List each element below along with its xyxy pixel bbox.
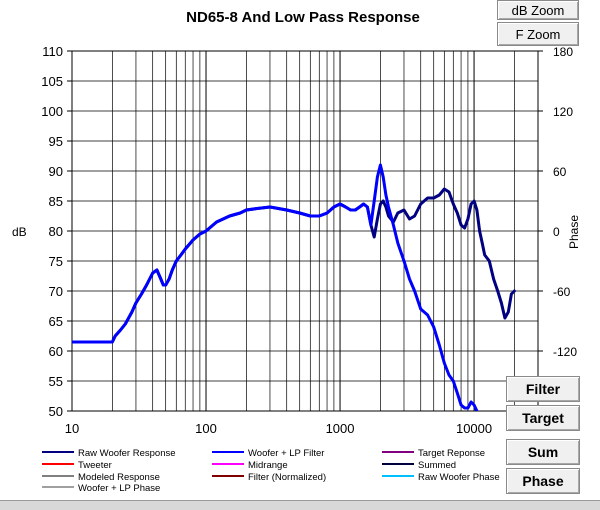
y2-tick-label: 120 xyxy=(553,105,573,119)
db-zoom-button[interactable]: dB Zoom xyxy=(497,0,579,20)
x-tick-label: 100 xyxy=(195,421,217,436)
legend-label: Woofer + LP Phase xyxy=(78,483,160,494)
legend-label: Raw Woofer Phase xyxy=(418,472,500,483)
y-tick-label: 85 xyxy=(49,194,63,209)
y-tick-label: 80 xyxy=(49,224,63,239)
legend-label: Modeled Response xyxy=(78,472,160,483)
x-tick-label: 1000 xyxy=(326,421,355,436)
y-tick-label: 65 xyxy=(49,314,63,329)
y2-tick-label: 0 xyxy=(553,225,560,239)
sum-button[interactable]: Sum xyxy=(506,439,580,465)
y-tick-label: 70 xyxy=(49,284,63,299)
chart-title: ND65-8 And Low Pass Response xyxy=(186,9,420,26)
y2-axis-label: Phase xyxy=(567,215,581,249)
phase-button[interactable]: Phase xyxy=(506,468,580,494)
y-tick-label: 105 xyxy=(41,74,63,89)
y-axis-label: dB xyxy=(12,225,27,239)
y-tick-label: 55 xyxy=(49,374,63,389)
y2-tick-label: 180 xyxy=(553,45,573,59)
y-tick-label: 95 xyxy=(49,134,63,149)
y-tick-label: 90 xyxy=(49,164,63,179)
x-tick-label: 10000 xyxy=(456,421,492,436)
x-tick-label: 10 xyxy=(65,421,79,436)
y-tick-label: 110 xyxy=(42,44,63,59)
status-bar xyxy=(0,500,600,510)
legend: Raw Woofer Response Woofer + LP Filter Tar… xyxy=(42,448,500,494)
y-tick-label: 100 xyxy=(41,104,63,119)
legend-label: Raw Woofer Response xyxy=(78,448,176,459)
target-button[interactable]: Target xyxy=(506,405,580,431)
y2-tick-label: 60 xyxy=(553,165,567,179)
y-tick-label: 75 xyxy=(49,254,63,269)
legend-label: Midrange xyxy=(248,460,288,471)
legend-label: Summed xyxy=(418,460,456,471)
f-zoom-button[interactable]: F Zoom xyxy=(497,22,579,46)
legend-label: Woofer + LP Filter xyxy=(248,448,324,459)
legend-label: Tweeter xyxy=(78,460,112,471)
legend-label: Target Reponse xyxy=(418,448,485,459)
y-tick-label: 60 xyxy=(49,344,63,359)
filter-button[interactable]: Filter xyxy=(506,376,580,402)
series-line-woofer_lp xyxy=(72,163,479,411)
plot-grid xyxy=(71,50,539,412)
legend-label: Filter (Normalized) xyxy=(248,472,326,483)
y-tick-label: 50 xyxy=(49,404,63,419)
y2-tick-label: -60 xyxy=(553,285,571,299)
axes: 50 55 60 65 70 75 80 85 90 95 100 105 110 -120 -60 0 60 1… xyxy=(41,44,577,436)
series-layer xyxy=(72,163,516,411)
y2-tick-label: -120 xyxy=(553,345,577,359)
